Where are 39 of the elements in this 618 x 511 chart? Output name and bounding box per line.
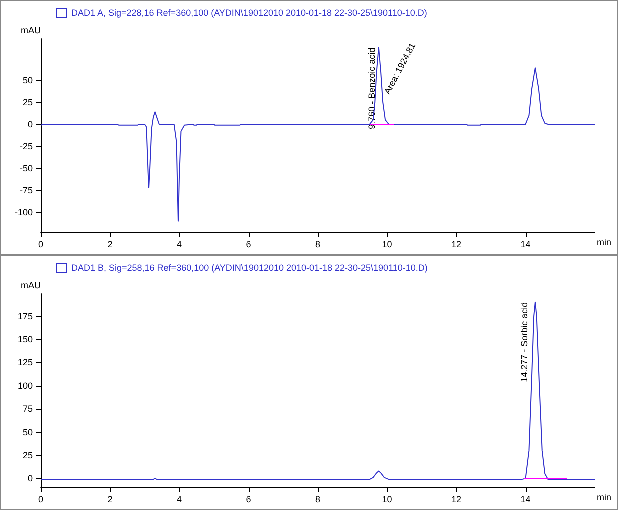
y-tick-label: 0 <box>28 119 33 130</box>
x-tick-label: 12 <box>451 494 462 504</box>
x-tick-label: 12 <box>451 240 462 250</box>
y-tick-label: -100 <box>14 208 33 218</box>
y-tick-label: 25 <box>22 450 33 460</box>
x-tick-label: 6 <box>246 494 252 504</box>
x-tick-label: 4 <box>176 240 182 250</box>
legend-label: DAD1 B, Sig=258,16 Ref=360,100 (AYDIN\19012010 2010-01-18 22-30-25\190110-10.D) <box>72 263 428 273</box>
x-axis-title: min <box>597 492 612 502</box>
y-tick-label: 0 <box>28 474 33 484</box>
y-tick-label: 100 <box>18 380 33 391</box>
x-tick-label: 2 <box>108 494 113 504</box>
y-tick-label: 25 <box>22 97 33 108</box>
y-tick-label: -25 <box>20 142 33 152</box>
y-tick-label: 125 <box>18 358 33 368</box>
line-series <box>40 302 596 480</box>
x-tick-label: 10 <box>382 240 392 250</box>
x-tick-label: 6 <box>246 240 252 250</box>
annotation: 14.277 - Sorbic acid <box>519 302 530 382</box>
y-tick-label: 50 <box>22 75 33 86</box>
y-tick-label: 50 <box>22 427 33 438</box>
legend-label: DAD1 A, Sig=228,16 Ref=360,100 (AYDIN\19012010 2010-01-18 22-30-25\190110-10.D) <box>72 8 428 18</box>
x-tick-label: 8 <box>315 240 321 250</box>
x-tick-label: 8 <box>315 494 321 504</box>
x-tick-label: 14 <box>520 494 531 504</box>
x-tick-label: 2 <box>108 240 113 250</box>
y-tick-label: 175 <box>18 311 33 322</box>
x-tick-label: 4 <box>176 494 182 504</box>
y-tick-label: 150 <box>18 334 33 344</box>
y-axis-title: mAU <box>21 26 41 36</box>
x-tick-label: 0 <box>38 494 44 504</box>
x-axis-title: min <box>597 238 612 248</box>
x-tick-label: 14 <box>520 240 531 250</box>
y-tick-label: -50 <box>20 164 33 174</box>
y-tick-label: 75 <box>22 404 33 414</box>
x-tick-label: 10 <box>382 494 392 504</box>
y-axis-title: mAU <box>21 280 41 290</box>
y-tick-label: -75 <box>20 186 33 196</box>
x-tick-label: 0 <box>38 240 44 250</box>
